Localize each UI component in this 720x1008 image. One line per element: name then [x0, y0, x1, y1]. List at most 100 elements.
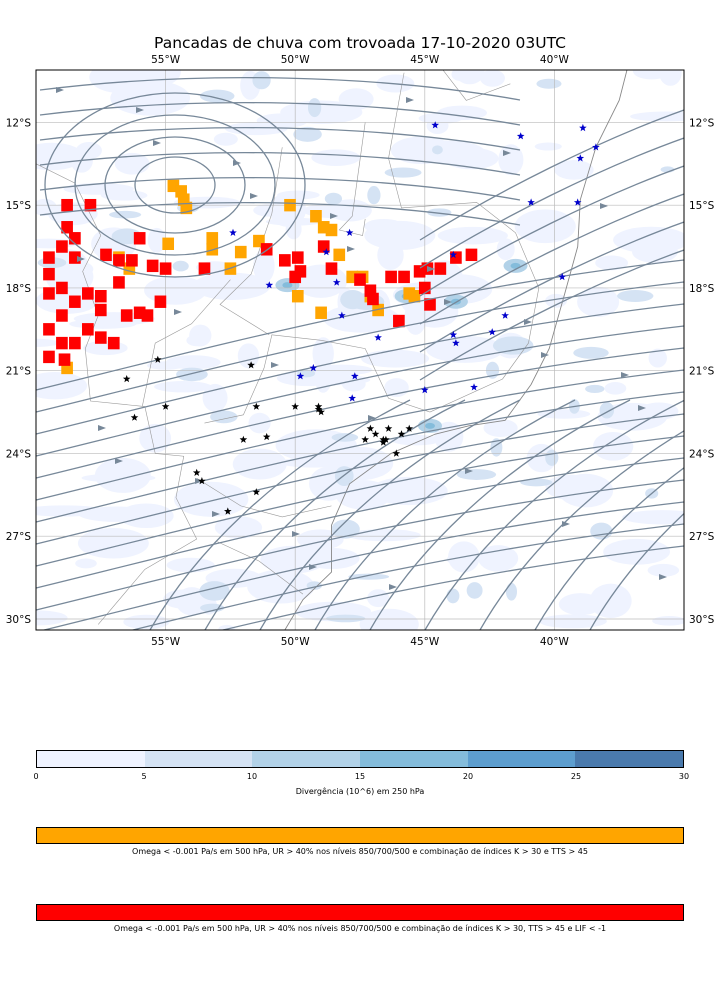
streamline-arrow [115, 458, 123, 464]
lon-tick-bottom: 55°W [151, 636, 181, 648]
colorbar-tick-label: 20 [462, 772, 474, 781]
lightning-star-blue [579, 123, 587, 132]
lightning-star-black [252, 402, 261, 410]
streamline [419, 221, 684, 353]
divergence-blob [604, 382, 627, 395]
red-cell [434, 262, 447, 275]
divergence-blob [505, 582, 518, 601]
streamline-arrow [98, 425, 106, 431]
streamline [36, 259, 684, 391]
streamline-arrow [330, 213, 338, 219]
streamline [589, 512, 684, 630]
divergence-blob [174, 481, 249, 517]
divergence-blob [478, 545, 519, 572]
lightning-star-black [397, 430, 406, 438]
lightning-star-black [382, 435, 390, 443]
divergence-blob [199, 89, 235, 103]
streamline-arrow [153, 140, 161, 146]
streamline [130, 523, 684, 630]
lightning-star-black [371, 430, 380, 438]
streamline-arrow [292, 531, 300, 537]
orange-cell [177, 193, 190, 206]
divergence-blob [536, 78, 562, 89]
divergence-blob [446, 553, 478, 566]
red-cell [61, 198, 73, 212]
colorbar-segment [252, 751, 361, 767]
divergence-blob [331, 519, 360, 539]
lightning-star-blue [449, 330, 458, 339]
streamline [36, 281, 684, 413]
streamline [39, 127, 521, 151]
lightning-star-black [405, 424, 414, 432]
red-cell [450, 251, 462, 264]
divergence-blob [89, 70, 157, 94]
colorbar-segment [360, 751, 468, 767]
streamline [534, 467, 684, 630]
graticule [36, 70, 684, 630]
lat-tick-right: 30°S [689, 614, 715, 626]
streamline-arrow [659, 574, 667, 580]
divergence-blob [310, 364, 373, 376]
divergence-blob [63, 183, 134, 195]
lon-tick-bottom: 50°W [281, 636, 311, 648]
red-cell [146, 259, 159, 273]
divergence-blob [492, 336, 534, 355]
admin-border [204, 72, 540, 424]
streamline [36, 347, 684, 479]
divergence-blob [210, 410, 238, 424]
red-cell [413, 265, 426, 278]
admin-border [36, 163, 198, 625]
divergence-blob [114, 152, 150, 175]
divergence-blob [118, 503, 174, 529]
lightning-star-black [361, 435, 369, 443]
lightning-star-black [122, 375, 131, 383]
streamline-arrow [77, 256, 85, 262]
lightning-star-blue [421, 386, 429, 394]
streamline [36, 391, 684, 523]
streamline-arrow [309, 564, 317, 570]
divergence-blob [123, 614, 170, 630]
orange-cell [206, 243, 219, 256]
streamlines [36, 77, 684, 630]
lightning-star-blue [527, 198, 535, 206]
red-cell [291, 251, 304, 264]
streamline [39, 77, 521, 101]
streamline-arrow [271, 362, 279, 368]
streamline [220, 545, 684, 630]
red-cell [82, 287, 94, 300]
divergence-blob [312, 337, 334, 370]
divergence-blob [520, 478, 553, 487]
lat-tick-left: 30°S [6, 614, 32, 626]
orange-cell [325, 223, 338, 237]
divergence-blob [539, 614, 607, 629]
divergence-blob [485, 361, 500, 379]
streamline-arrow [195, 478, 203, 484]
lightning-star-blue [332, 278, 341, 286]
lightning-star-black [154, 355, 162, 363]
lightning-star-blue [338, 311, 346, 319]
lightning-star-blue [265, 281, 274, 289]
lightning-star-blue [449, 250, 458, 259]
lightning-star-blue [501, 311, 509, 319]
streamline [36, 303, 684, 435]
admin-border [338, 122, 366, 236]
divergence-blob [176, 367, 208, 382]
streamline [314, 399, 576, 630]
orange-cell [315, 306, 327, 319]
streamline [419, 109, 684, 241]
lightning-star-blue [573, 198, 582, 206]
red-cell [43, 323, 55, 336]
colorbar-tick-label: 5 [141, 772, 147, 781]
lon-tick-bottom: 40°W [540, 636, 570, 648]
red-cell [107, 336, 120, 350]
red-cell [94, 331, 107, 344]
colorbar-tick-label: 0 [33, 772, 39, 781]
lat-tick-right: 24°S [689, 448, 715, 460]
vortex-streamline [44, 92, 306, 278]
lightning-star-blue [348, 394, 356, 402]
streamline-arrow [465, 468, 473, 474]
red-cell [385, 270, 397, 284]
lightning-star-blue [488, 328, 496, 336]
streamline-arrow [444, 299, 452, 305]
divergence-blob [432, 145, 443, 155]
